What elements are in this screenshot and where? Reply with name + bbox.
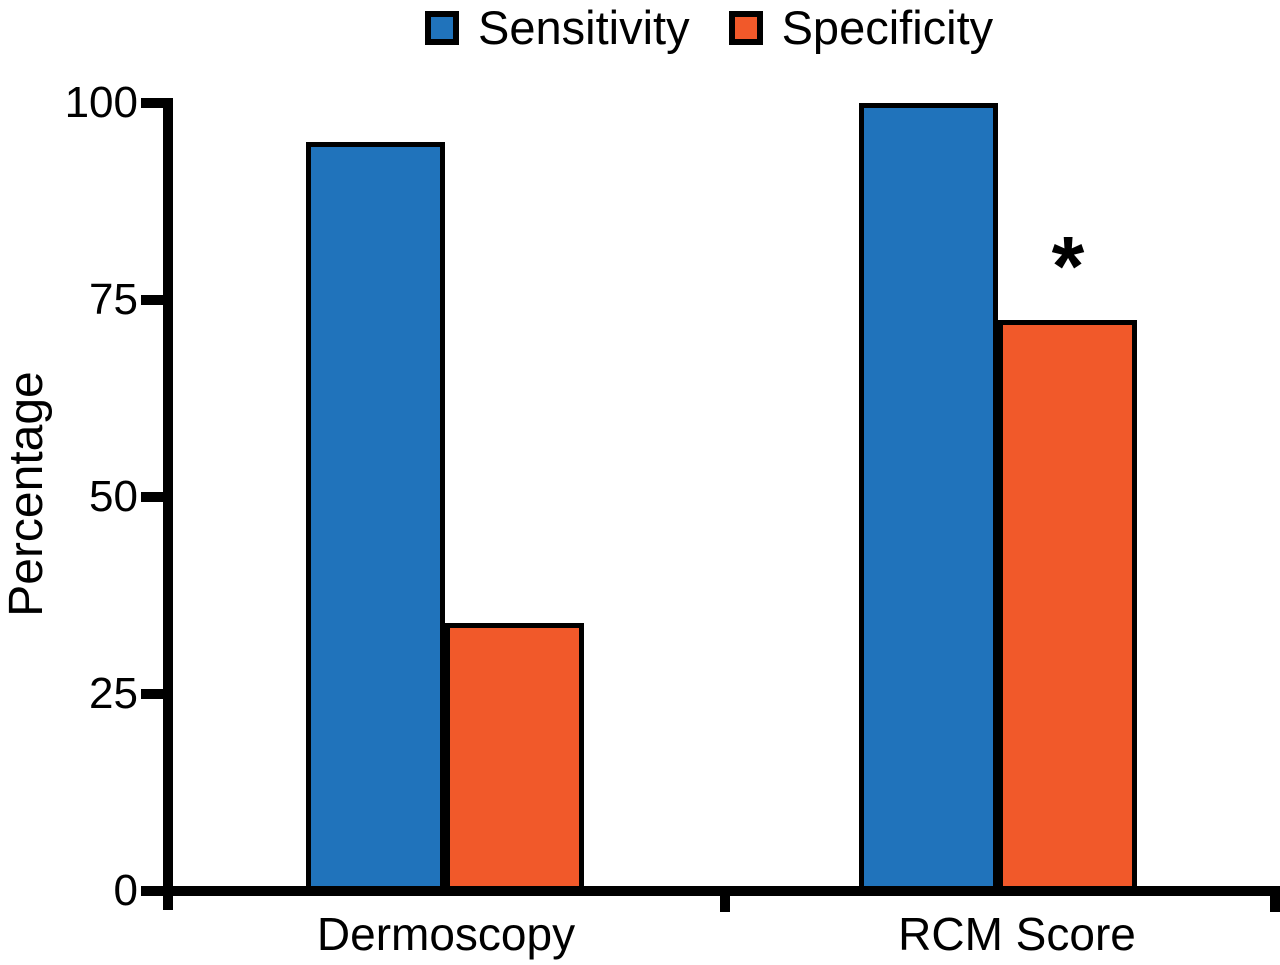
y-axis-line	[163, 98, 173, 910]
specificity-square-icon	[728, 11, 763, 45]
bar-rcm-score-specificity	[998, 320, 1137, 896]
legend: Sensitivity Specificity	[425, 4, 993, 52]
y-tick-mark	[141, 689, 163, 699]
legend-item-specificity: Specificity	[728, 1, 994, 54]
y-tick-mark	[141, 98, 163, 108]
bar-dermoscopy-sensitivity	[306, 142, 445, 896]
significance-asterisk: *	[1051, 219, 1085, 313]
x-category-label-rcm-score: RCM Score	[898, 908, 1136, 960]
y-tick-label: 25	[89, 669, 138, 718]
bar-rcm-score-sensitivity	[859, 103, 998, 896]
y-tick-label: 75	[89, 275, 138, 324]
x-tick-mark	[720, 886, 730, 912]
legend-label: Sensitivity	[478, 1, 690, 54]
y-tick-mark	[141, 886, 163, 896]
legend-item-sensitivity: Sensitivity	[425, 4, 690, 52]
y-tick-label: 0	[113, 866, 138, 915]
y-tick-label: 50	[89, 472, 138, 521]
y-tick-mark	[141, 295, 163, 305]
x-tick-mark	[1270, 886, 1280, 912]
bar-dermoscopy-specificity	[445, 623, 584, 896]
y-tick-mark	[141, 492, 163, 502]
x-category-label-dermoscopy: Dermoscopy	[316, 908, 576, 960]
y-tick-label: 100	[64, 78, 138, 127]
legend-label: Specificity	[781, 1, 994, 54]
sensitivity-square-icon	[425, 11, 459, 45]
